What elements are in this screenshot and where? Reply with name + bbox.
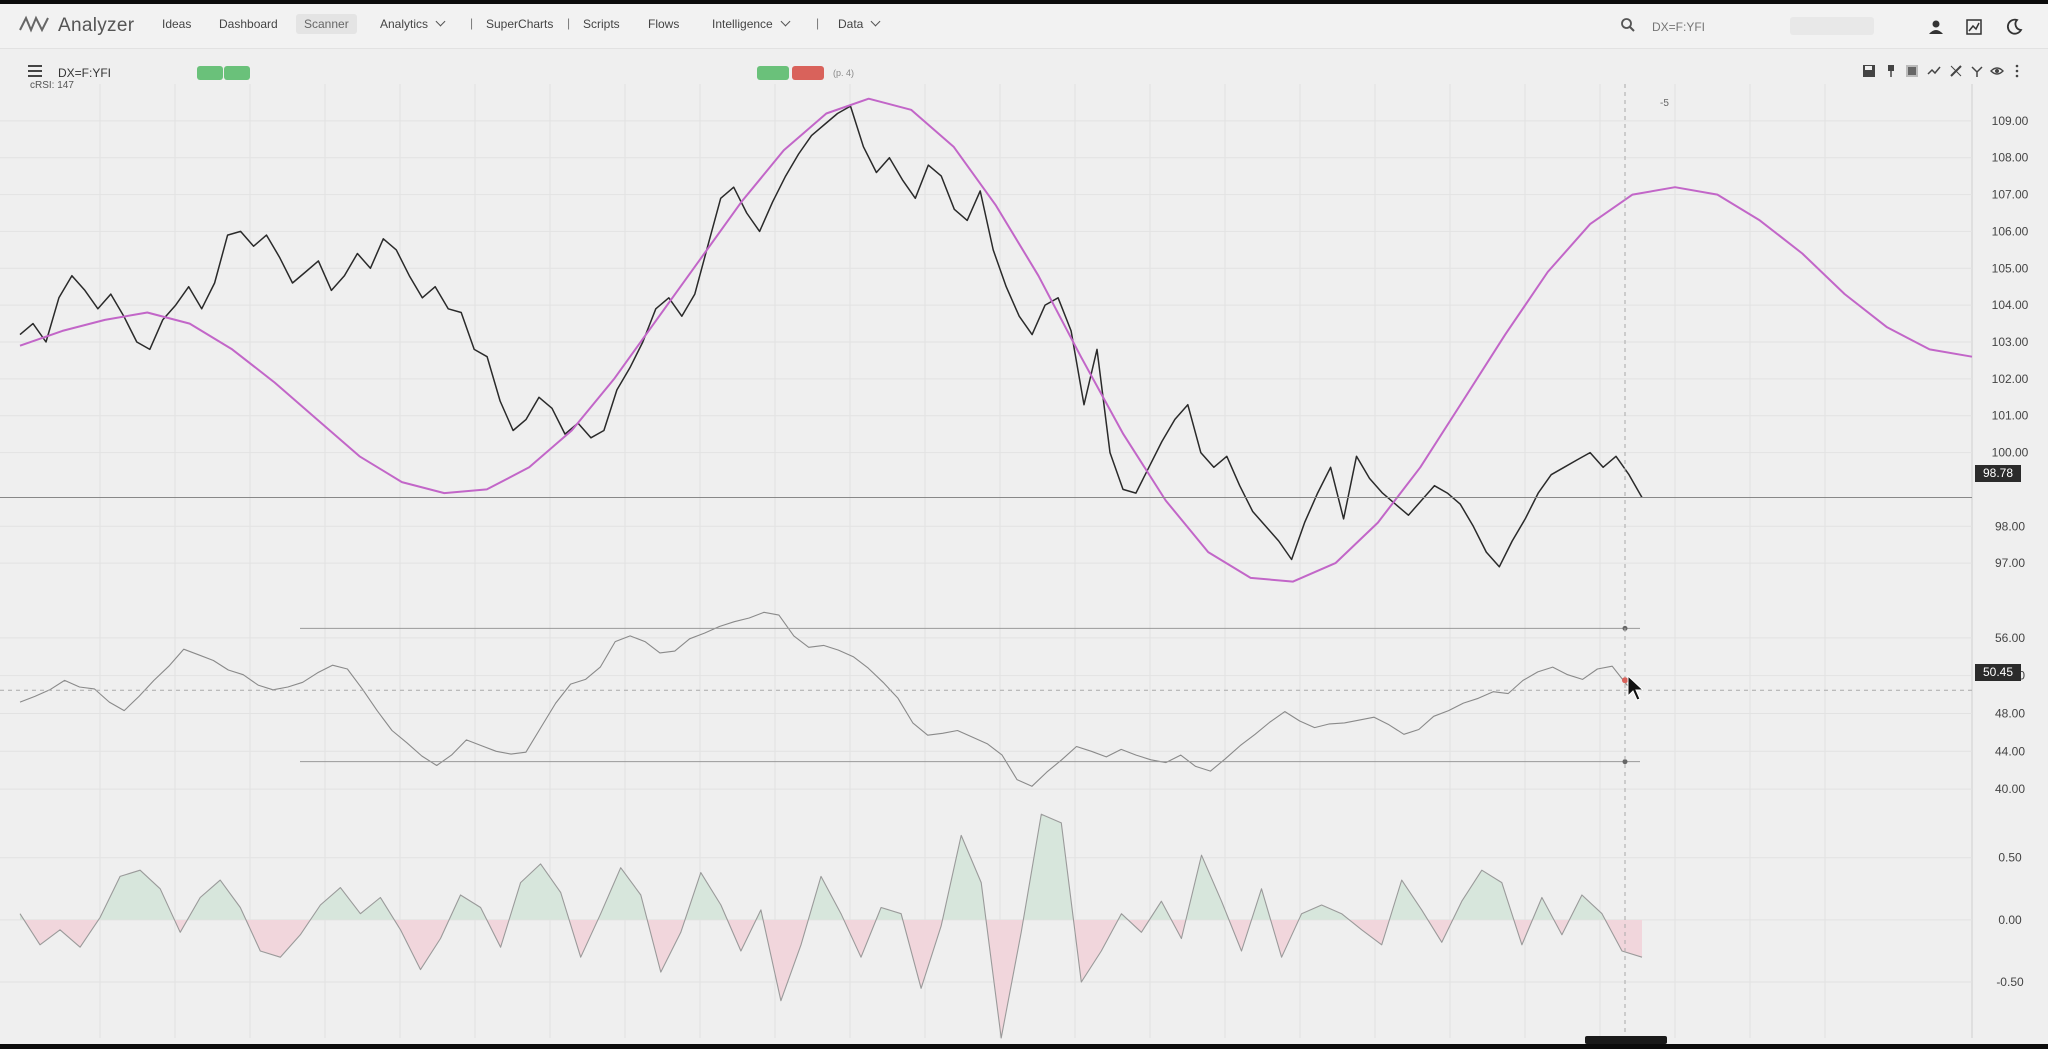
indicator-icon[interactable] bbox=[1970, 64, 1984, 78]
nav-intelligence-label: Intelligence bbox=[712, 17, 773, 31]
y-tick-label: 105.00 bbox=[1992, 261, 2029, 275]
y-tick-label: 98.00 bbox=[1995, 519, 2025, 533]
save-icon[interactable] bbox=[1862, 64, 1876, 78]
nav-scanner[interactable]: Scanner bbox=[296, 14, 357, 34]
last-price-label: 98.78 bbox=[1975, 465, 2021, 482]
app-logo[interactable]: Analyzer bbox=[18, 14, 134, 38]
y-tick-label: 44.00 bbox=[1995, 744, 2025, 758]
nav-data-label: Data bbox=[838, 17, 864, 31]
nav-data[interactable]: Data bbox=[838, 16, 881, 31]
nav-supercharts[interactable]: SuperCharts bbox=[486, 17, 554, 31]
chart-area[interactable]: 97.00 98.00 100.00 101.00 102.00 103.00 104.00… bbox=[0, 48, 2048, 1044]
draw-tool-icon[interactable] bbox=[1949, 64, 1963, 78]
y-tick-label: 102.00 bbox=[1992, 372, 2029, 386]
reference-marker bbox=[1622, 759, 1628, 765]
nav-ideas[interactable]: Ideas bbox=[162, 17, 192, 31]
status-pill-green[interactable] bbox=[197, 66, 223, 80]
y-tick-label: 56.00 bbox=[1995, 631, 2025, 645]
oscillator-line bbox=[19, 813, 1643, 1039]
y-tick-label: 48.00 bbox=[1995, 706, 2025, 720]
user-icon[interactable] bbox=[1926, 17, 1946, 37]
search-input[interactable] bbox=[1650, 15, 1878, 39]
y-tick-label: 106.00 bbox=[1992, 224, 2029, 238]
top-navigation-bar: Analyzer Ideas Dashboard Scanner Analyti… bbox=[0, 4, 2048, 49]
oscillator-positive-area bbox=[20, 814, 1606, 920]
dark-mode-icon[interactable] bbox=[2004, 17, 2024, 37]
chevron-down-icon bbox=[435, 16, 446, 27]
chevron-down-icon bbox=[870, 16, 881, 27]
compare-icon[interactable] bbox=[1927, 64, 1941, 78]
nav-separator: | bbox=[567, 16, 571, 30]
cycle-line bbox=[19, 97, 1973, 583]
y-tick-label: 109.00 bbox=[1992, 114, 2029, 128]
y-tick-label: 103.00 bbox=[1992, 335, 2029, 349]
y-tick-label: 108.00 bbox=[1992, 151, 2029, 165]
y-tick-label: -0.50 bbox=[1996, 975, 2024, 989]
eye-icon[interactable] bbox=[1990, 64, 2004, 78]
y-tick-label: 104.00 bbox=[1992, 298, 2029, 312]
y-tick-label: 0.00 bbox=[1998, 913, 2022, 927]
logo-icon bbox=[18, 14, 50, 39]
status-pill-green[interactable] bbox=[224, 66, 250, 80]
nav-scripts[interactable]: Scripts bbox=[583, 17, 620, 31]
pin-icon[interactable] bbox=[1884, 64, 1898, 78]
app-name: Analyzer bbox=[58, 15, 135, 36]
nav-separator: | bbox=[816, 16, 820, 30]
search-icon[interactable] bbox=[1620, 17, 1636, 38]
mouse-cursor-icon bbox=[1627, 674, 1645, 701]
status-pill-green[interactable] bbox=[757, 66, 789, 80]
y-tick-label: 107.00 bbox=[1992, 188, 2029, 202]
more-icon[interactable] bbox=[2014, 64, 2028, 78]
layout-icon[interactable] bbox=[1905, 64, 1919, 78]
y-tick-label: 40.00 bbox=[1995, 782, 2025, 796]
status-pill-red[interactable] bbox=[792, 66, 824, 80]
menu-icon[interactable] bbox=[28, 64, 42, 82]
y-tick-label: 97.00 bbox=[1995, 556, 2025, 570]
nav-dashboard[interactable]: Dashboard bbox=[219, 17, 278, 31]
price-line bbox=[19, 105, 1643, 568]
horizontal-scrollbar[interactable] bbox=[1585, 1036, 1667, 1044]
y-tick-label: 101.00 bbox=[1992, 409, 2029, 423]
chart-symbol[interactable]: DX=F:YFI bbox=[58, 66, 112, 80]
nav-flows[interactable]: Flows bbox=[648, 17, 680, 31]
nav-intelligence[interactable]: Intelligence bbox=[712, 16, 791, 31]
chevron-down-icon bbox=[780, 16, 791, 27]
indicator-info: cRSI: 147 bbox=[30, 80, 74, 91]
crosshair-point bbox=[1622, 677, 1628, 684]
cursor-bar-label: -5 bbox=[1660, 98, 1669, 109]
chart-settings-icon[interactable] bbox=[1964, 17, 1984, 37]
rsi-line bbox=[19, 611, 1643, 787]
y-tick-label: 100.00 bbox=[1992, 446, 2029, 460]
nav-analytics[interactable]: Analytics bbox=[380, 16, 446, 31]
status-text: (p. 4) bbox=[833, 68, 855, 78]
rsi-value-label: 50.45 bbox=[1975, 664, 2021, 681]
app-window: Analyzer Ideas Dashboard Scanner Analyti… bbox=[0, 4, 2048, 1044]
oscillator-negative-area bbox=[20, 919, 1642, 1038]
chart-canvas[interactable]: 97.00 98.00 100.00 101.00 102.00 103.00 104.00… bbox=[0, 48, 2048, 1044]
nav-analytics-label: Analytics bbox=[380, 17, 429, 31]
y-tick-label: 0.50 bbox=[1998, 851, 2022, 865]
nav-separator: | bbox=[470, 16, 474, 30]
